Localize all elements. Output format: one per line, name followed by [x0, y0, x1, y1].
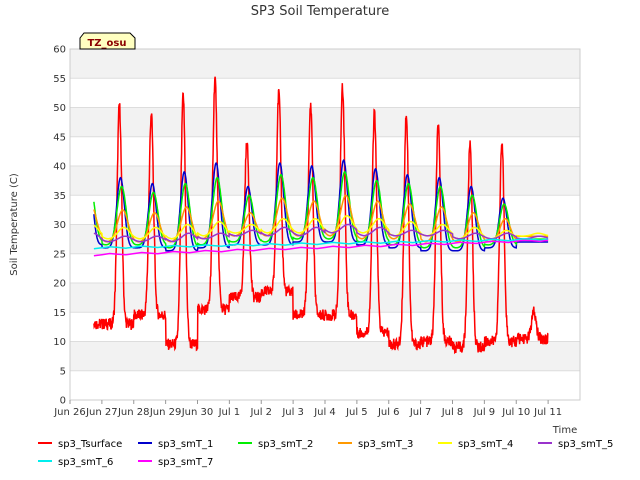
- background-band: [70, 370, 580, 400]
- x-axis-ticks: Jun 26 Jun 27 Jun 28 Jun 29 Jun 30 Jul 1 Jul 2…: [53, 400, 562, 418]
- x-tick-label: Jul 3: [281, 407, 304, 418]
- x-tick-label: Jun 26: [53, 407, 86, 418]
- y-tick-label: 30: [53, 220, 66, 231]
- y-tick-label: 20: [53, 279, 66, 290]
- background-band: [70, 78, 580, 108]
- x-tick-label: Jul 4: [313, 407, 336, 418]
- y-tick-label: 15: [53, 308, 66, 319]
- y-tick-label: 25: [53, 249, 66, 260]
- y-tick-label: 55: [53, 74, 66, 85]
- background-band: [70, 166, 580, 196]
- chart-title: SP3 Soil Temperature: [251, 4, 389, 19]
- y-tick-label: 60: [53, 45, 66, 56]
- tz-annotation-text: TZ_osu: [87, 38, 126, 49]
- y-tick-label: 40: [53, 162, 66, 173]
- x-tick-label: Jul 6: [377, 407, 400, 418]
- series-line-sp3_smT_1: [93, 159, 549, 252]
- background-band: [70, 49, 580, 79]
- series-line-sp3_Tsurface: [93, 76, 549, 355]
- y-tick-label: 45: [53, 132, 66, 143]
- x-tick-label: Jun 29: [149, 407, 182, 418]
- background-band: [70, 341, 580, 371]
- legend: sp3_Tsurface sp3_smT_1 sp3_smT_2 sp3_smT_3 s…: [38, 439, 613, 468]
- y-tick-label: 50: [53, 103, 66, 114]
- x-tick-label: Jul 9: [473, 407, 496, 418]
- background-band: [70, 107, 580, 137]
- legend-label: sp3_Tsurface: [58, 439, 122, 450]
- series-layer: [93, 76, 549, 355]
- legend-label: sp3_smT_7: [158, 457, 213, 468]
- legend-label: sp3_smT_6: [58, 457, 113, 468]
- y-tick-label: 10: [53, 337, 66, 348]
- y-tick-label: 5: [60, 366, 66, 377]
- series-line-sp3_smT_6: [93, 237, 549, 250]
- x-tick-label: Jul 2: [249, 407, 272, 418]
- y-axis-label: Soil Temperature (C): [9, 173, 20, 276]
- background-band: [70, 136, 580, 166]
- x-tick-label: Jul 10: [501, 407, 530, 418]
- y-tick-label: 0: [60, 396, 66, 407]
- x-tick-label: Jun 28: [117, 407, 150, 418]
- legend-label: sp3_smT_2: [258, 439, 313, 450]
- legend-label: sp3_smT_3: [358, 439, 413, 450]
- series-line-sp3_smT_2: [93, 171, 549, 249]
- x-tick-label: Jul 1: [218, 407, 241, 418]
- legend-label: sp3_smT_4: [458, 439, 513, 450]
- y-tick-label: 35: [53, 191, 66, 202]
- legend-label: sp3_smT_5: [558, 439, 613, 450]
- tz-annotation-box: [79, 32, 136, 50]
- x-tick-label: Jul 7: [409, 407, 432, 418]
- x-tick-label: Jul 8: [441, 407, 464, 418]
- series-line-sp3_smT_5: [93, 223, 549, 243]
- x-tick-label: Jul 11: [533, 407, 562, 418]
- x-tick-label: Jul 5: [345, 407, 368, 418]
- x-tick-label: Jun 27: [85, 407, 118, 418]
- x-tick-label: Jun 30: [181, 407, 214, 418]
- series-line-sp3_smT_4: [93, 214, 549, 240]
- legend-label: sp3_smT_1: [158, 439, 213, 450]
- y-axis-ticks: 0 5 10 15 20 25 30 35 40 45 50 55 60: [53, 45, 66, 407]
- tz-annotation: TZ_osu: [79, 32, 136, 50]
- series-line-sp3_smT_7: [93, 239, 549, 257]
- x-axis-label: Time: [552, 425, 577, 436]
